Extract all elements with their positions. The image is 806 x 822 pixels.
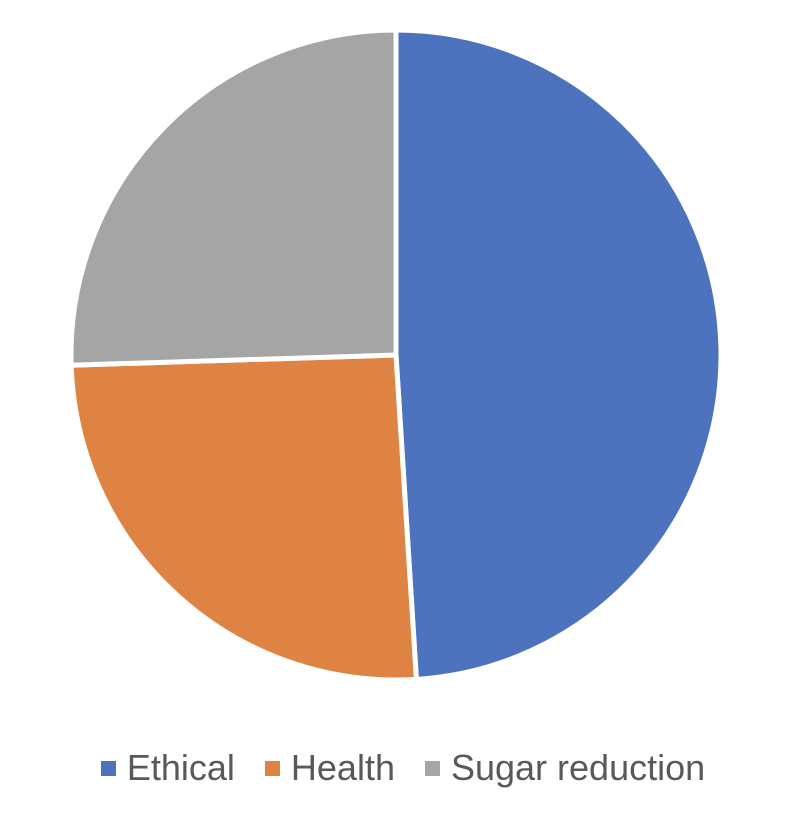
pie-slice-ethical [393,27,724,682]
legend-swatch-health [264,760,280,776]
legend-item-health: Health [264,747,395,788]
chart-legend: Ethical Health Sugar reduction [0,745,806,791]
legend-swatch-sugar-reduction [424,760,440,776]
legend-item-sugar-reduction: Sugar reduction [424,747,706,788]
legend-label-sugar-reduction: Sugar reduction [450,747,706,788]
pie-slice-sugar-reduction [68,27,399,368]
legend-swatch-ethical [100,760,116,776]
legend-item-ethical: Ethical [100,747,235,788]
legend-label-ethical: Ethical [126,747,235,788]
legend-label-health: Health [290,747,395,788]
pie-plot-area [68,27,724,683]
pie-slice-health [68,352,419,683]
